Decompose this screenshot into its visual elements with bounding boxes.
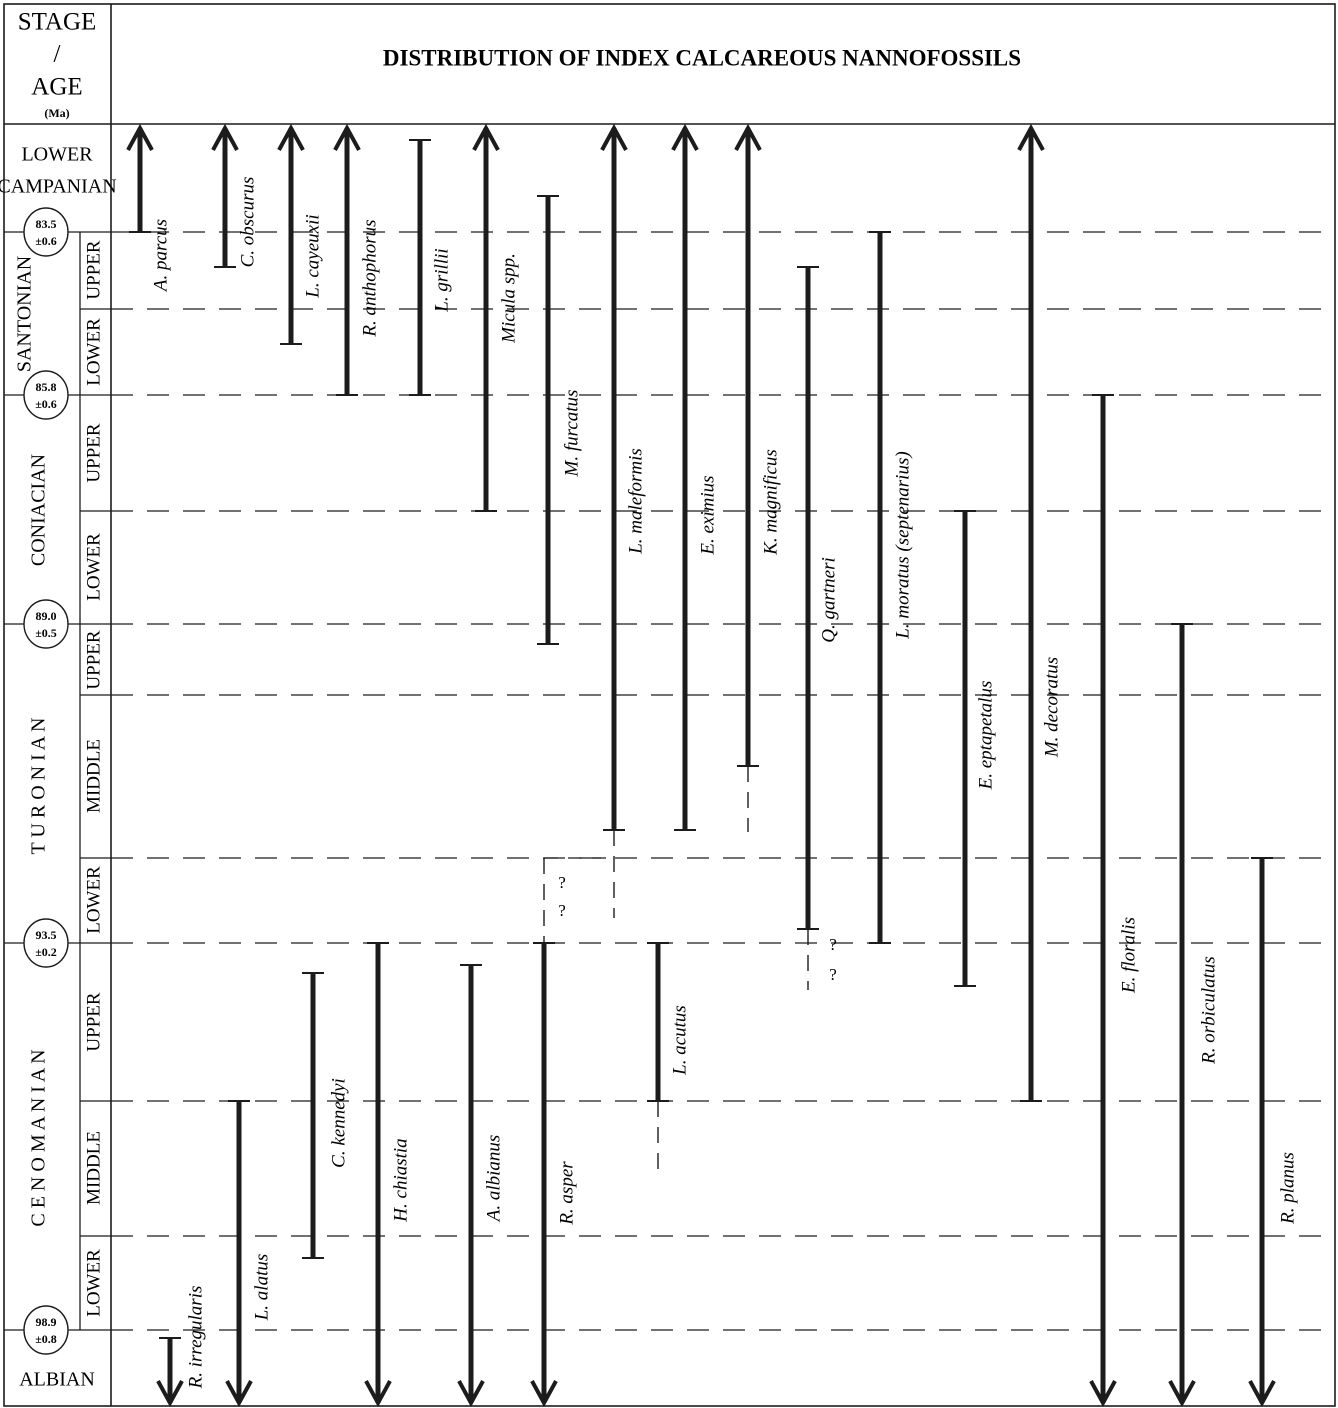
taxon-label-l-moratus-septenarius: L. moratus (septenarius) xyxy=(892,451,913,639)
range-arrow-up-m-decoratus xyxy=(1017,123,1045,151)
taxon-label-e-eptapetalus: E. eptapetalus xyxy=(975,681,996,791)
range-arrow-up-l-maleformis xyxy=(600,123,628,151)
substage-label: LOWER xyxy=(83,318,104,386)
taxon-label-e-eximius: E. eximius xyxy=(697,475,718,555)
taxon-label-l-alatus: L. alatus xyxy=(251,1254,272,1322)
taxon-label-h-chiastia: H. chiastia xyxy=(390,1138,411,1222)
substage-label: MIDDLE xyxy=(83,1131,104,1205)
age-boundary-error: ±0.8 xyxy=(35,1332,57,1346)
age-boundary-value: 98.9 xyxy=(36,1315,57,1329)
age-boundary-value: 85.8 xyxy=(36,380,57,394)
range-arrow-up-k-magnificus xyxy=(734,123,762,151)
stage-label-turonian: T U R O N I A N xyxy=(28,718,50,855)
uncertainty-question-mark: ? xyxy=(558,873,566,892)
stage-label-lower-campanian-2: CAMPANIAN xyxy=(0,176,117,198)
range-arrow-down-r-asper xyxy=(530,1380,558,1408)
stage-header-text: STAGE xyxy=(18,9,97,36)
range-arrow-down-r-irregularis xyxy=(156,1380,184,1408)
age-header-text: AGE xyxy=(31,74,82,101)
taxon-label-a-albianus: A. albianus xyxy=(483,1135,504,1224)
taxon-label-l-acutus: L. acutus xyxy=(669,1005,690,1076)
uncertainty-question-mark: ? xyxy=(558,901,566,920)
range-arrow-up-c-obscurus xyxy=(211,123,239,151)
age-boundary-error: ±0.2 xyxy=(35,945,57,959)
age-boundary-circle xyxy=(23,918,69,968)
taxon-label-m-furcatus: M. furcatus xyxy=(561,390,582,478)
age-unit-text: (Ma) xyxy=(44,106,69,120)
substage-label: MIDDLE xyxy=(83,739,104,813)
range-arrow-down-h-chiastia xyxy=(364,1380,392,1408)
range-arrow-up-e-eximius xyxy=(671,123,699,151)
taxon-label-micula-spp: Micula spp. xyxy=(498,253,519,344)
range-arrow-up-micula-spp xyxy=(472,123,500,151)
taxon-label-r-orbiculatus: R. orbiculatus xyxy=(1198,956,1219,1065)
age-boundary-circle xyxy=(23,1305,69,1355)
age-boundary-value: 89.0 xyxy=(36,609,57,623)
range-arrow-down-l-alatus xyxy=(225,1380,253,1408)
taxon-label-m-decoratus: M. decoratus xyxy=(1041,657,1062,758)
substage-label: LOWER xyxy=(83,533,104,601)
taxon-label-l-cayeuxii: L. cayeuxii xyxy=(302,214,323,298)
taxon-label-e-floralis: E. floralis xyxy=(1118,917,1139,994)
range-arrow-down-a-albianus xyxy=(457,1380,485,1408)
taxon-label-r-planus: R. planus xyxy=(1277,1152,1298,1225)
age-boundary-circle xyxy=(23,370,69,420)
taxon-label-r-irregularis: R. irregularis xyxy=(185,1286,206,1390)
taxon-label-r-asper: R. asper xyxy=(556,1161,577,1226)
age-boundary-value: 83.5 xyxy=(36,217,57,231)
taxon-label-c-obscurus: C. obscurus xyxy=(237,177,258,268)
stage-label-cenomanian: C E N O M A N I A N xyxy=(28,1049,50,1226)
range-arrow-up-r-anthophorus xyxy=(333,123,361,151)
taxon-label-l-grillii: L. grillii xyxy=(431,248,452,312)
age-boundary-error: ±0.6 xyxy=(35,234,57,248)
substage-label: LOWER xyxy=(83,1249,104,1317)
age-boundary-error: ±0.5 xyxy=(35,626,57,640)
chart-frame xyxy=(3,3,1336,1407)
range-arrow-down-e-floralis xyxy=(1089,1380,1117,1408)
taxon-label-k-magnificus: K. magnificus xyxy=(760,449,781,556)
age-boundary-value: 93.5 xyxy=(36,928,57,942)
taxon-label-a-parcus: A. parcus xyxy=(150,219,171,293)
stage-label-coniacian: CONIACIAN xyxy=(28,454,50,566)
age-boundary-error: ±0.6 xyxy=(35,397,57,411)
age-boundary-circle xyxy=(23,207,69,257)
stage-header-slash: / xyxy=(54,41,61,68)
substage-label: UPPER xyxy=(83,992,104,1051)
range-arrow-up-a-parcus xyxy=(126,123,154,151)
substage-label: UPPER xyxy=(83,630,104,689)
substage-label: UPPER xyxy=(83,423,104,482)
taxon-label-l-maleformis: L. maleformis xyxy=(625,448,646,555)
age-boundary-circle xyxy=(23,599,69,649)
stage-label-santonian: SANTONIAN xyxy=(14,256,36,372)
stage-label-lower-campanian-1: LOWER xyxy=(21,144,93,166)
chart-title: DISTRIBUTION OF INDEX CALCAREOUS NANNOFO… xyxy=(383,45,1021,70)
uncertainty-question-mark: ? xyxy=(829,935,837,954)
substage-label: LOWER xyxy=(83,866,104,934)
uncertainty-question-mark: ? xyxy=(829,965,837,984)
range-arrow-up-l-cayeuxii xyxy=(277,123,305,151)
substage-label: UPPER xyxy=(83,240,104,299)
range-arrow-down-r-planus xyxy=(1248,1380,1276,1408)
taxon-label-q-gartneri: Q. gartneri xyxy=(818,557,839,643)
taxon-label-r-anthophorus: R. anthophorus xyxy=(359,219,380,337)
taxon-label-c-kennedyi: C. kennedyi xyxy=(328,1078,349,1168)
range-arrow-down-r-orbiculatus xyxy=(1168,1380,1196,1408)
stage-label-albian: ALBIAN xyxy=(19,1369,95,1391)
